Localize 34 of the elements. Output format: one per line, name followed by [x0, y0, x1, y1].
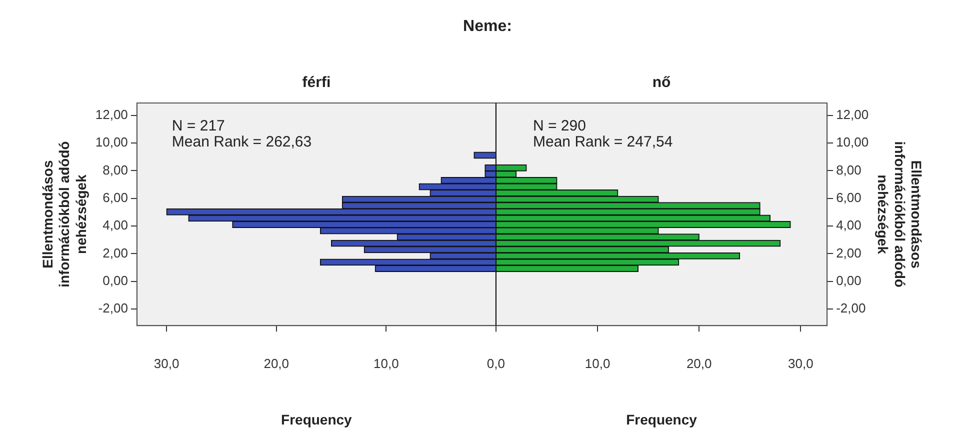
y-tick-label: 12,00 — [95, 107, 128, 122]
y-tick-label: 8,00 — [102, 162, 128, 178]
x-axis-title: Frequency — [626, 411, 698, 428]
y-axis-title: Ellentmondásos információkból adódó nehézségek — [39, 141, 89, 288]
x-tick-label: 20,0 — [686, 356, 712, 371]
y-tick-label: 8,00 — [836, 162, 862, 178]
annotation: N = 217 — [172, 118, 225, 135]
y-axis-title: Ellentmondásos információkból adódó nehézségek — [875, 141, 925, 288]
y-tick-label: -2,00 — [836, 300, 866, 316]
y-tick-label: 4,00 — [102, 218, 128, 233]
annotation: Mean Rank = 262,63 — [172, 134, 312, 151]
y-tick-label: 10,00 — [836, 134, 869, 150]
y-tick-label: 6,00 — [836, 190, 862, 205]
chart-subtitle: férfi — [302, 74, 331, 91]
y-tick-label: 4,00 — [836, 218, 862, 233]
y-tick-label: 10,00 — [95, 134, 128, 150]
y-tick-label: 6,00 — [102, 190, 128, 205]
y-tick-label: 2,00 — [836, 245, 862, 260]
y-tick-label: 0,00 — [102, 272, 128, 288]
x-tick-label: 30,0 — [154, 356, 180, 371]
annotation: Mean Rank = 247,54 — [533, 134, 673, 151]
y-tick-label: 0,00 — [836, 272, 862, 288]
x-tick-label: 10,0 — [374, 356, 399, 371]
chart-title: Neme: — [462, 18, 513, 36]
annotation: N = 290 — [533, 118, 586, 135]
y-tick-label: 12,00 — [836, 107, 869, 122]
x-tick-label: 20,0 — [264, 356, 290, 371]
x-axis-title: Frequency — [281, 411, 352, 428]
y-tick-label: 2,00 — [102, 245, 128, 260]
y-tick-label: -2,00 — [98, 300, 128, 316]
x-tick-label: 30,0 — [788, 356, 814, 371]
chart-subtitle: nő — [652, 74, 671, 91]
x-tick-label: 10,0 — [584, 356, 610, 371]
x-tick-label: 0,0 — [486, 356, 506, 371]
